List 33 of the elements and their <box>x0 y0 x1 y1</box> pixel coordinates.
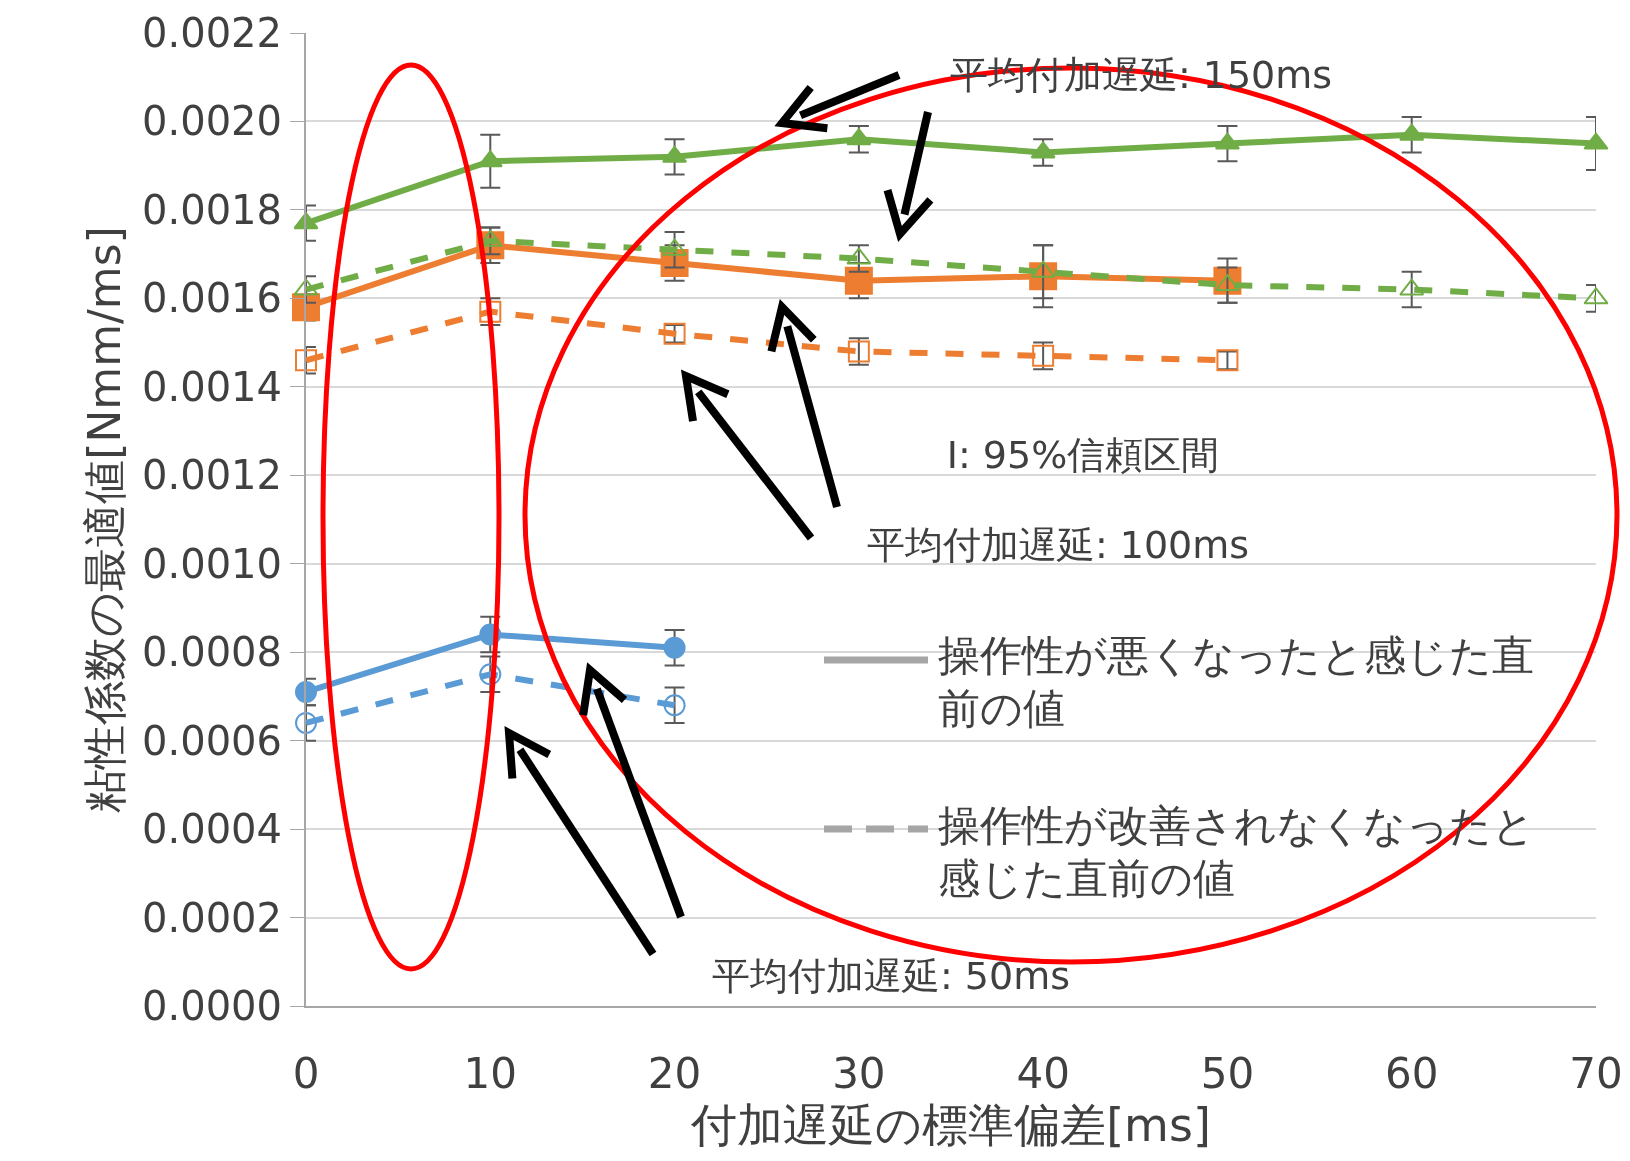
point <box>479 663 502 686</box>
y-tick-label: 0.0004 <box>142 806 282 853</box>
x-tick-label: 10 <box>463 1049 518 1099</box>
x-tick-label: 30 <box>832 1049 886 1099</box>
x-tick-label: 60 <box>1384 1049 1439 1099</box>
annotation: 平均付加遅延: 100ms <box>866 523 1250 568</box>
x-tick-label: 40 <box>1016 1049 1070 1099</box>
y-tick-label: 0.0002 <box>142 894 282 941</box>
y-tick-label: 0.0020 <box>142 98 282 145</box>
point <box>295 349 317 372</box>
point <box>295 711 317 734</box>
y-tick-label: 0.0012 <box>142 452 282 499</box>
point <box>663 636 686 659</box>
point <box>295 680 317 703</box>
x-tick-label: 50 <box>1200 1049 1255 1099</box>
y-axis-title: 粘性係数の最適値[Nmm/ms] <box>78 226 130 813</box>
point <box>663 694 686 717</box>
y-tick-label: 0.0014 <box>142 363 282 410</box>
y-tick-label: 0.0000 <box>142 983 282 1029</box>
x-tick-label: 70 <box>1569 1049 1623 1099</box>
y-tick-label: 0.0010 <box>142 540 282 587</box>
y-tick-label: 0.0022 <box>142 10 282 56</box>
annotation: 操作性が悪くなったと感じた直前の値 <box>938 630 1535 735</box>
y-tick-label: 0.0016 <box>142 275 282 322</box>
x-axis-title: 付加遅延の標準偏差[ms] <box>690 1098 1211 1153</box>
y-tick-label: 0.0008 <box>142 629 282 676</box>
x-tick-label: 0 <box>292 1049 320 1099</box>
x-tick-label: 20 <box>647 1049 702 1099</box>
annotation: 平均付加遅延: 50ms <box>711 954 1071 999</box>
y-tick-label: 0.0006 <box>142 717 282 764</box>
annotation: I: 95%信頼区間 <box>946 433 1220 478</box>
y-tick-label: 0.0018 <box>142 186 282 233</box>
point <box>844 266 873 295</box>
